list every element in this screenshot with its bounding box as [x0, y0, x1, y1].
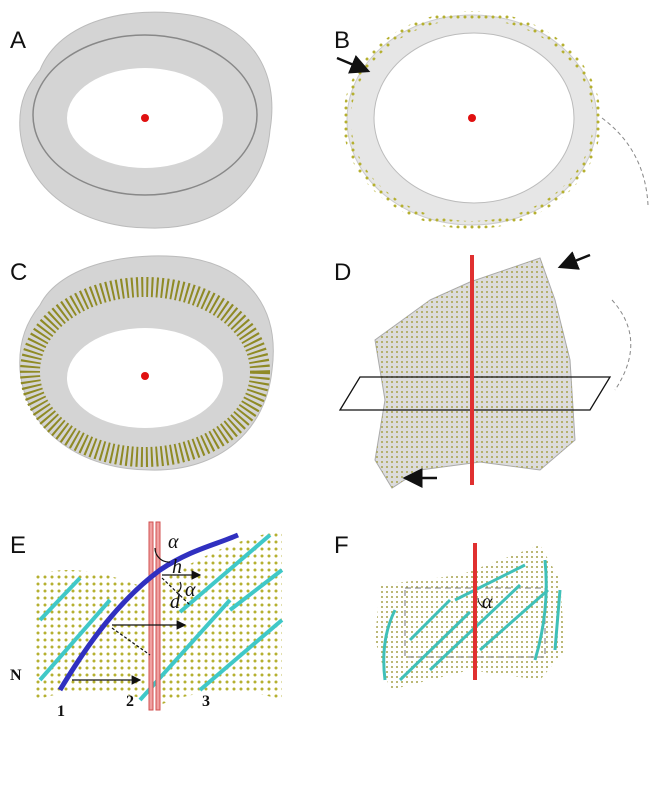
- center: [141, 372, 149, 380]
- axis-rod: [470, 255, 474, 485]
- panel-label: A: [10, 27, 26, 54]
- angle-label: α: [168, 531, 179, 553]
- n-label: N: [10, 667, 22, 684]
- panel-c: C: [10, 256, 273, 470]
- dashed-link: [602, 118, 648, 205]
- panel-label: C: [10, 259, 27, 286]
- h-label: h: [172, 556, 182, 578]
- panel-a: A: [10, 12, 272, 228]
- dashed-link: [612, 300, 631, 390]
- panel-label: E: [10, 532, 26, 559]
- panel-label: F: [334, 532, 349, 559]
- figure: A B C D E α h α d N 1 2 3 F α: [0, 0, 649, 800]
- panel-e: E α h α d N 1 2 3: [10, 522, 282, 720]
- dots: [375, 258, 575, 488]
- center: [141, 114, 149, 122]
- panel-d: D: [334, 255, 631, 488]
- axis-rod: [473, 543, 477, 680]
- axis-rod: [156, 522, 160, 710]
- panel-b: B: [334, 15, 648, 225]
- angle-label: α: [185, 579, 196, 601]
- strand-label: 2: [126, 693, 134, 710]
- strand-label: 3: [202, 693, 210, 710]
- dots: [375, 545, 565, 690]
- panel-label: B: [334, 27, 350, 54]
- panel-f: F α: [334, 532, 565, 690]
- arrow: [560, 255, 590, 267]
- strand-label: 1: [57, 703, 65, 720]
- center: [468, 114, 476, 122]
- d-label: d: [170, 591, 181, 613]
- panel-label: D: [334, 259, 351, 286]
- axis-rod: [149, 522, 153, 710]
- angle-label: α: [482, 591, 493, 613]
